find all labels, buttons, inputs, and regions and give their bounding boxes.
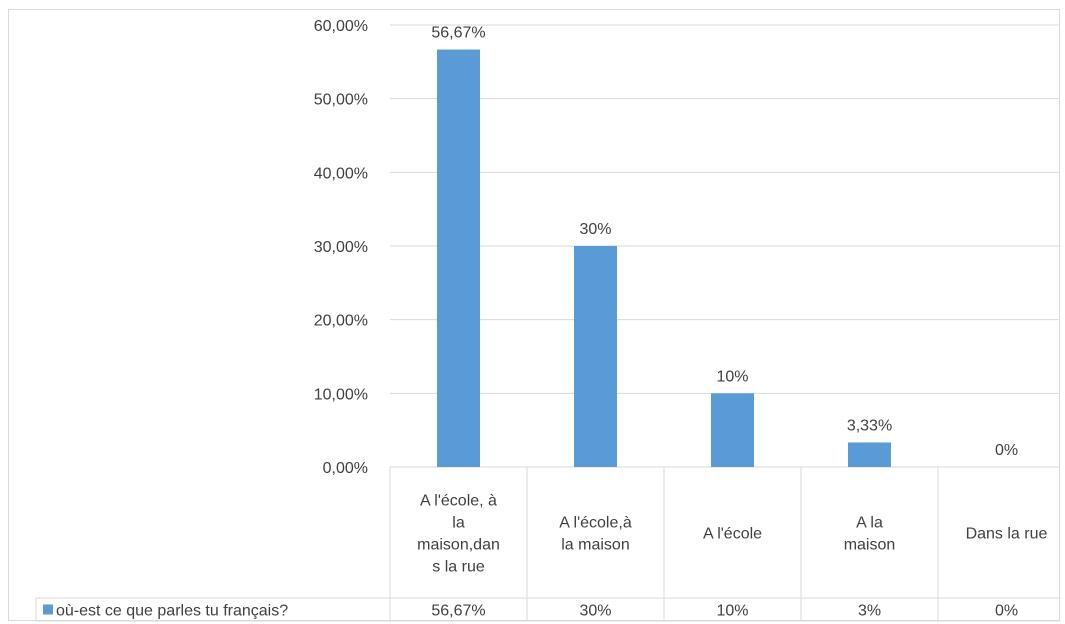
category-label-line: maison — [844, 537, 896, 554]
legend-key — [43, 604, 53, 615]
bar — [711, 393, 754, 467]
table-value: 0% — [995, 603, 1018, 620]
y-tick-label: 30,00% — [314, 239, 368, 256]
y-tick-label: 40,00% — [314, 165, 368, 182]
data-label: 0% — [995, 442, 1018, 459]
category-label-line: maison,dan — [417, 537, 500, 554]
category-label: Dans la rue — [966, 526, 1048, 543]
y-axis-ticks: 0,00% 10,00% 20,00% 30,00% 40,00% 50,00% 60,00… — [314, 18, 368, 477]
category-label-line: la maison — [561, 537, 629, 554]
bar — [437, 49, 480, 467]
category-label: A l'école, à la maison,dan s la rue — [417, 493, 500, 576]
bar — [848, 442, 891, 467]
bar — [574, 246, 617, 467]
table-value: 30% — [579, 603, 611, 620]
category-label-line: Dans la rue — [966, 526, 1048, 543]
bars — [437, 49, 891, 467]
y-tick-label: 20,00% — [314, 313, 368, 330]
table-value: 3% — [858, 603, 881, 620]
series-name: où-est ce que parles tu français? — [56, 603, 288, 620]
category-label-line: A l'école, à — [420, 493, 497, 510]
data-labels: 56,67% 30% 10% 3,33% 0% — [431, 25, 1018, 459]
category-label: A la maison — [844, 515, 896, 554]
category-label-line: la — [452, 515, 465, 532]
category-label-line: A la — [856, 515, 883, 532]
category-label: A l'école — [703, 526, 762, 543]
gridlines — [390, 24, 1060, 468]
y-tick-label: 60,00% — [314, 18, 368, 35]
table-value: 10% — [716, 603, 748, 620]
y-tick-label: 50,00% — [314, 92, 368, 109]
data-label: 3,33% — [847, 417, 892, 434]
y-tick-label: 0,00% — [323, 460, 368, 477]
data-label: 56,67% — [431, 25, 485, 42]
y-tick-label: 10,00% — [314, 386, 368, 403]
category-label-line: A l'école,à — [559, 515, 632, 532]
data-label: 10% — [716, 368, 748, 385]
category-label: A l'école,à la maison — [559, 515, 632, 554]
data-label: 30% — [579, 221, 611, 238]
table-value: 56,67% — [431, 603, 485, 620]
category-label-line: s la rue — [432, 559, 485, 576]
chart-frame — [8, 9, 1060, 621]
category-label-line: A l'école — [703, 526, 762, 543]
